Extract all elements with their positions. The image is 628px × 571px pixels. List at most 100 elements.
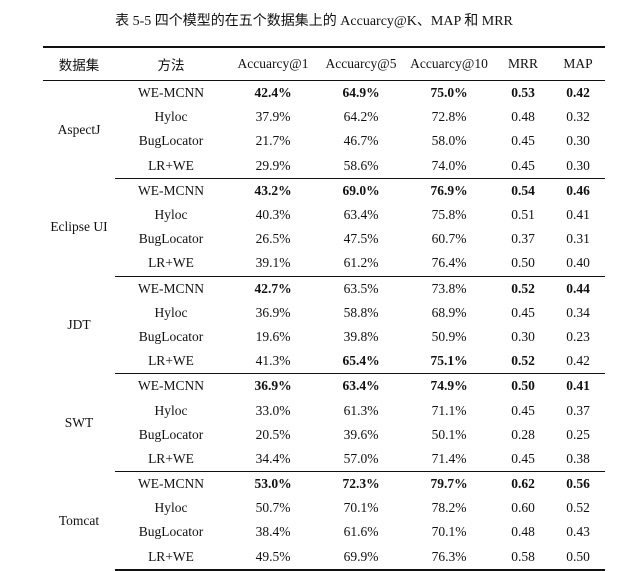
value-cell: 43.2% bbox=[254, 182, 292, 198]
value-cell: 0.45 bbox=[495, 153, 551, 179]
header-acc10: Accuarcy@10 bbox=[410, 56, 488, 71]
value-cell: 64.2% bbox=[343, 109, 379, 125]
method-cell: LR+WE bbox=[115, 251, 227, 277]
value-cell: 39.6% bbox=[343, 426, 379, 442]
table-row: SWT WE-MCNN 36.9% 63.4% 74.9% 0.50 0.41 bbox=[43, 374, 605, 429]
value-cell: 63.4% bbox=[342, 378, 380, 394]
table-caption: 表 5-5 四个模型的在五个数据集上的 Accuarcy@K、MAP 和 MRR bbox=[115, 14, 513, 29]
table-row: Hyloc 50.7% 70.1% 78.2% 0.60 0.52 bbox=[43, 496, 605, 520]
value-cell: 50.9% bbox=[431, 328, 467, 344]
header-method: 方法 bbox=[157, 58, 185, 73]
value-cell: 72.3% bbox=[342, 476, 380, 492]
value-cell: 0.37 bbox=[566, 402, 590, 418]
method-cell: BugLocator bbox=[138, 426, 204, 442]
value-cell: 50.1% bbox=[431, 426, 467, 442]
dataset-cell: SWT bbox=[64, 414, 94, 430]
table-row: LR+WE 41.3% 65.4% 75.1% 0.52 0.42 bbox=[43, 349, 605, 375]
dataset-cell: AspectJ bbox=[57, 121, 101, 137]
value-cell: 61.6% bbox=[343, 524, 379, 540]
value-cell: 39.8% bbox=[343, 328, 379, 344]
table-row: Eclipse UI WE-MCNN 43.2% 69.0% 76.9% 0.54 0.46 bbox=[43, 178, 605, 234]
value-cell: 60.7% bbox=[431, 231, 467, 247]
value-cell: 36.9% bbox=[255, 304, 291, 320]
value-cell: 74.0% bbox=[403, 153, 495, 179]
table-row: BugLocator 20.5% 39.6% 50.1% 0.28 0.25 bbox=[43, 423, 605, 447]
value-cell: 0.53 bbox=[511, 85, 535, 101]
value-cell: 50.7% bbox=[255, 500, 291, 516]
value-cell: 71.4% bbox=[403, 446, 495, 472]
value-cell: 0.38 bbox=[551, 446, 605, 472]
value-cell: 0.40 bbox=[551, 251, 605, 277]
value-cell: 42.7% bbox=[254, 280, 292, 296]
value-cell: 69.0% bbox=[342, 182, 380, 198]
header-acc1: Accuarcy@1 bbox=[237, 56, 309, 71]
value-cell: 61.2% bbox=[319, 251, 403, 277]
value-cell: 0.45 bbox=[511, 133, 535, 149]
value-cell: 0.48 bbox=[511, 109, 535, 125]
value-cell: 0.28 bbox=[511, 426, 535, 442]
value-cell: 53.0% bbox=[254, 476, 292, 492]
value-cell: 75.0% bbox=[430, 85, 468, 101]
value-cell: 0.52 bbox=[511, 280, 535, 296]
value-cell: 0.52 bbox=[495, 349, 551, 375]
value-cell: 19.6% bbox=[255, 328, 291, 344]
value-cell: 29.9% bbox=[227, 153, 319, 179]
value-cell: 36.9% bbox=[254, 378, 292, 394]
value-cell: 39.1% bbox=[227, 251, 319, 277]
value-cell: 61.3% bbox=[343, 402, 379, 418]
table-row: Hyloc 33.0% 61.3% 71.1% 0.45 0.37 bbox=[43, 398, 605, 422]
table-row: Hyloc 36.9% 58.8% 68.9% 0.45 0.34 bbox=[43, 301, 605, 325]
method-cell: LR+WE bbox=[115, 446, 227, 472]
value-cell: 46.7% bbox=[343, 133, 379, 149]
method-cell: Hyloc bbox=[154, 304, 188, 320]
method-cell: WE-MCNN bbox=[138, 280, 204, 296]
results-table: 数据集 方法 Accuarcy@1 Accuarcy@5 Accuarcy@10… bbox=[43, 46, 605, 571]
value-cell: 78.2% bbox=[431, 500, 467, 516]
method-cell: WE-MCNN bbox=[138, 85, 204, 101]
value-cell: 74.9% bbox=[430, 378, 468, 394]
method-cell: Hyloc bbox=[154, 109, 188, 125]
dataset-cell: JDT bbox=[67, 316, 91, 332]
value-cell: 71.1% bbox=[431, 402, 467, 418]
table-row: Tomcat WE-MCNN 53.0% 72.3% 79.7% 0.62 0.56 bbox=[43, 472, 605, 528]
method-cell: WE-MCNN bbox=[138, 182, 204, 198]
header-mrr: MRR bbox=[507, 56, 538, 71]
value-cell: 58.6% bbox=[319, 153, 403, 179]
value-cell: 0.52 bbox=[566, 500, 590, 516]
value-cell: 41.3% bbox=[227, 349, 319, 375]
value-cell: 40.3% bbox=[255, 207, 291, 223]
method-cell: BugLocator bbox=[138, 524, 204, 540]
value-cell: 0.43 bbox=[566, 524, 590, 540]
value-cell: 0.45 bbox=[511, 402, 535, 418]
value-cell: 0.56 bbox=[566, 476, 590, 492]
value-cell: 0.31 bbox=[566, 231, 590, 247]
table-row: BugLocator 19.6% 39.8% 50.9% 0.30 0.23 bbox=[43, 325, 605, 349]
method-cell: WE-MCNN bbox=[138, 476, 204, 492]
value-cell: 76.9% bbox=[430, 182, 468, 198]
value-cell: 0.34 bbox=[566, 304, 590, 320]
value-cell: 0.30 bbox=[551, 153, 605, 179]
value-cell: 0.51 bbox=[511, 207, 535, 223]
value-cell: 72.8% bbox=[431, 109, 467, 125]
method-cell: Hyloc bbox=[154, 500, 188, 516]
value-cell: 0.45 bbox=[495, 446, 551, 472]
value-cell: 0.50 bbox=[511, 378, 535, 394]
value-cell: 79.7% bbox=[430, 476, 468, 492]
value-cell: 38.4% bbox=[255, 524, 291, 540]
table-row: BugLocator 26.5% 47.5% 60.7% 0.37 0.31 bbox=[43, 227, 605, 251]
table-row: LR+WE 34.4% 57.0% 71.4% 0.45 0.38 bbox=[43, 446, 605, 472]
value-cell: 63.4% bbox=[343, 207, 379, 223]
table-row: LR+WE 39.1% 61.2% 76.4% 0.50 0.40 bbox=[43, 251, 605, 277]
value-cell: 0.30 bbox=[511, 328, 535, 344]
table-row: Hyloc 40.3% 63.4% 75.8% 0.51 0.41 bbox=[43, 203, 605, 227]
value-cell: 0.45 bbox=[511, 304, 535, 320]
value-cell: 68.9% bbox=[431, 304, 467, 320]
value-cell: 75.1% bbox=[403, 349, 495, 375]
method-cell: BugLocator bbox=[138, 133, 204, 149]
header-row: 数据集 方法 Accuarcy@1 Accuarcy@5 Accuarcy@10… bbox=[43, 47, 605, 81]
value-cell: 21.7% bbox=[255, 133, 291, 149]
table-row: BugLocator 38.4% 61.6% 70.1% 0.48 0.43 bbox=[43, 520, 605, 544]
header-dataset: 数据集 bbox=[58, 58, 100, 73]
method-cell: BugLocator bbox=[138, 231, 204, 247]
method-cell: Hyloc bbox=[154, 402, 188, 418]
